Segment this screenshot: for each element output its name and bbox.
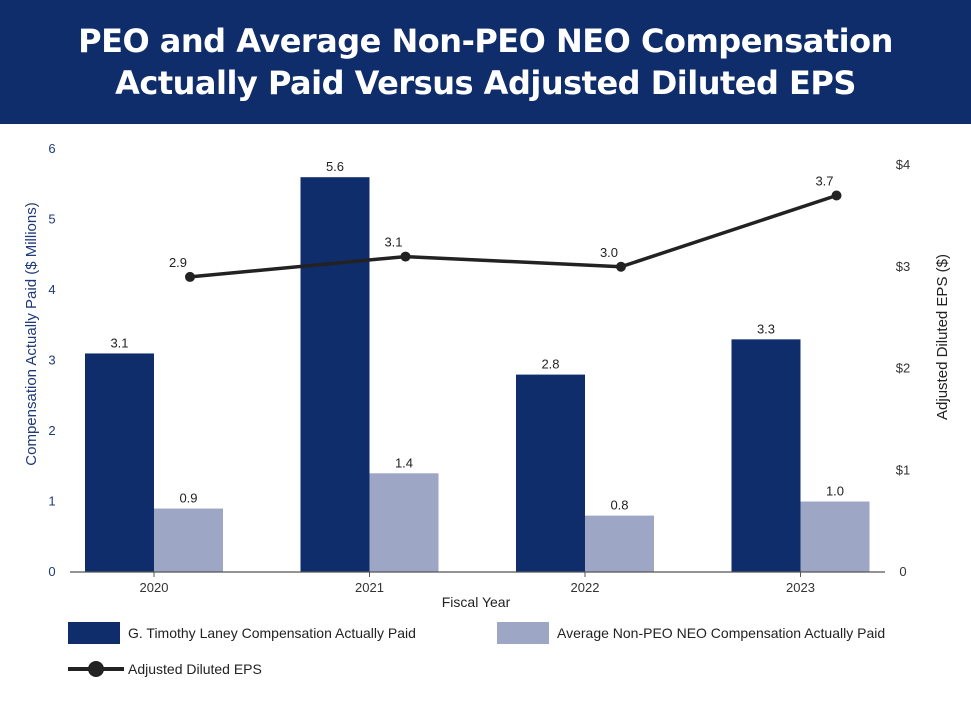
- y-right-tick-label: $4: [896, 157, 910, 172]
- bar-data-label: 2.8: [541, 357, 559, 372]
- eps-point: [616, 261, 626, 272]
- chart-plot: 0 1 2 3 4 5 6 0 $1 $2 $3 $4 3.1 0.9 2020 5.6 1.4 2021 2.8 0…: [23, 141, 951, 610]
- legend-swatch-eps: [68, 658, 124, 680]
- y-right-axis-title: Adjusted Diluted EPS ($): [934, 254, 951, 420]
- y-tick-label: 2: [48, 423, 55, 438]
- legend-label-eps: Adjusted Diluted EPS: [128, 661, 262, 677]
- y-right-tick-label: $1: [896, 462, 910, 477]
- bar: [516, 374, 585, 572]
- legend-item-non-peo: Average Non-PEO NEO Compensation Actuall…: [497, 622, 885, 644]
- y-tick-label: 1: [48, 494, 55, 509]
- x-tick-label: 2022: [571, 580, 600, 595]
- y-right-tick-label: $2: [896, 361, 910, 376]
- eps-data-label: 3.1: [384, 235, 402, 250]
- legend-swatch-peo: [68, 622, 120, 644]
- eps-data-label: 3.7: [815, 174, 833, 189]
- bar: [731, 339, 801, 572]
- bar-data-label: 0.8: [610, 498, 628, 513]
- eps-series-line: [189, 193, 838, 279]
- y-right-tick-label: 0: [899, 564, 906, 579]
- chart-title-line-2: Actually Paid Versus Adjusted Diluted EP…: [115, 64, 856, 102]
- legend-label-peo: G. Timothy Laney Compensation Actually P…: [128, 625, 416, 641]
- y-tick-label: 3: [48, 353, 55, 368]
- y-right-tick-label: $3: [896, 259, 910, 274]
- eps-point: [400, 251, 411, 262]
- bar: [85, 353, 154, 572]
- eps-point: [831, 190, 842, 201]
- bar: [585, 515, 654, 572]
- legend-swatch-non-peo: [497, 622, 549, 644]
- legend-label-non-peo: Average Non-PEO NEO Compensation Actuall…: [557, 625, 886, 641]
- x-tick-label: 2021: [355, 580, 384, 595]
- x-tick-label: 2020: [140, 580, 169, 595]
- bar-data-label: 0.9: [179, 491, 197, 506]
- title-banner: PEO and Average Non-PEO NEO Compensation…: [0, 0, 971, 124]
- y-tick-label: 4: [48, 282, 55, 297]
- eps-point: [185, 271, 195, 282]
- bar: [800, 501, 870, 572]
- x-axis-title: Fiscal Year: [442, 594, 511, 610]
- bar: [154, 508, 223, 572]
- bar-data-label: 1.0: [826, 484, 844, 499]
- bar-data-label: 3.1: [110, 335, 128, 350]
- y-axis-title: Compensation Actually Paid ($ Millions): [23, 202, 40, 465]
- bar-data-label: 3.3: [757, 321, 775, 336]
- legend-item-peo: G. Timothy Laney Compensation Actually P…: [68, 622, 416, 644]
- eps-data-label: 3.0: [600, 245, 618, 260]
- bar: [300, 177, 370, 572]
- chart-title-line-1: PEO and Average Non-PEO NEO Compensation: [78, 22, 893, 60]
- bar-data-label: 1.4: [395, 455, 413, 470]
- y-tick-label: 0: [48, 564, 55, 579]
- eps-data-label: 2.9: [169, 255, 187, 270]
- x-tick-label: 2023: [786, 580, 815, 595]
- bar-data-label: 5.6: [326, 159, 344, 174]
- y-tick-label: 6: [48, 141, 55, 156]
- bar: [369, 473, 439, 572]
- legend-item-eps: Adjusted Diluted EPS: [68, 658, 262, 680]
- y-tick-label: 5: [48, 212, 55, 227]
